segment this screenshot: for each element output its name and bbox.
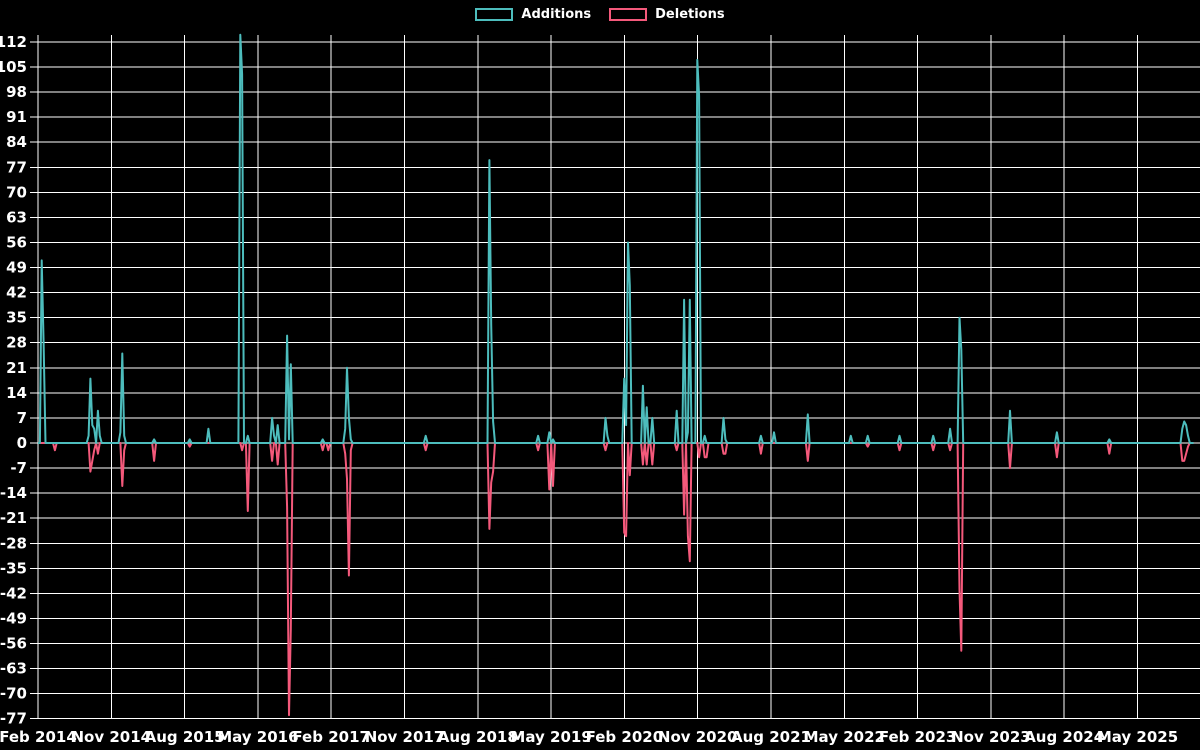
gridlines [30,35,1200,720]
axis-tick-labels: -77-70-63-56-49-42-35-28-21-14-707142128… [0,33,1178,746]
y-tick-label: -14 [0,484,27,502]
x-tick-label: Nov 2014 [71,728,151,746]
x-tick-label: May 2025 [1097,728,1178,746]
legend-item-additions[interactable]: Additions [475,7,591,22]
y-tick-label: 70 [6,183,27,201]
legend-item-deletions[interactable]: Deletions [609,7,725,22]
y-tick-label: -63 [0,660,27,678]
x-tick-label: May 2022 [804,728,885,746]
x-tick-label: Feb 2020 [586,728,664,746]
series-line-additions [38,33,1194,444]
x-tick-label: Aug 2024 [1024,728,1104,746]
y-tick-label: -70 [0,685,27,703]
x-tick-label: Aug 2021 [731,728,811,746]
x-tick-label: Aug 2018 [438,728,518,746]
x-tick-label: Nov 2020 [658,728,738,746]
y-tick-label: -42 [0,584,27,602]
x-tick-label: Aug 2015 [145,728,225,746]
additions-swatch-icon [475,8,514,21]
y-tick-label: 91 [6,108,27,126]
x-tick-label: Nov 2023 [951,728,1031,746]
x-tick-label: Feb 2014 [0,728,77,746]
y-tick-label: 77 [6,158,27,176]
x-tick-label: Feb 2017 [292,728,370,746]
y-tick-label: -7 [10,459,27,477]
y-tick-label: -56 [0,635,27,653]
y-tick-label: 42 [6,284,27,302]
chart-legend: Additions Deletions [0,7,1200,22]
x-tick-label: Nov 2017 [365,728,445,746]
y-tick-label: 28 [6,334,27,352]
y-tick-label: 98 [6,83,27,101]
y-tick-label: 14 [6,384,27,402]
series-line-deletions [38,442,1194,717]
legend-label-additions: Additions [521,7,592,22]
y-tick-label: 35 [6,309,27,327]
y-tick-label: 84 [6,133,27,151]
y-tick-label: 49 [6,259,27,277]
y-tick-label: 21 [6,359,27,377]
y-tick-label: -49 [0,609,27,627]
x-tick-label: Feb 2023 [879,728,957,746]
y-tick-label: 112 [0,33,27,51]
deletions-swatch-icon [609,8,648,21]
y-tick-label: -35 [0,559,27,577]
legend-label-deletions: Deletions [655,7,725,22]
y-tick-label: 105 [0,58,27,76]
x-tick-label: May 2019 [510,728,591,746]
y-tick-label: -28 [0,534,27,552]
y-tick-label: 7 [17,409,27,427]
y-tick-label: 0 [17,434,27,452]
y-tick-label: 56 [6,233,27,251]
x-tick-label: May 2016 [217,728,298,746]
y-tick-label: 63 [6,208,27,226]
y-tick-label: -21 [0,509,27,527]
y-tick-label: -77 [0,710,27,728]
